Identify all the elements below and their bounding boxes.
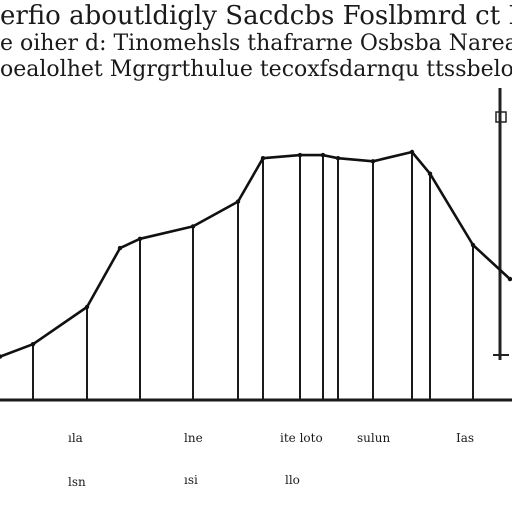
data-point — [117, 245, 123, 251]
data-point — [427, 171, 433, 176]
title-line-2: e oiher d: Tinomehsls thafrarne Osbsba N… — [0, 31, 512, 56]
x-tick-label: llo — [285, 473, 300, 487]
data-point — [409, 149, 415, 155]
x-tick-labels-row-1: ıla lne ite loto sulun Ias — [68, 431, 474, 445]
data-point — [190, 224, 196, 229]
x-tick-labels-row-2: lsn ısi llo — [68, 473, 300, 489]
x-tick-label: ısi — [184, 473, 198, 487]
x-tick-label: ite loto — [280, 431, 323, 445]
x-tick-label: lne — [184, 431, 203, 445]
data-point — [335, 156, 341, 161]
data-point — [320, 152, 326, 158]
data-point — [30, 342, 36, 347]
x-tick-label: lsn — [68, 475, 86, 489]
x-tick-label: sulun — [357, 431, 390, 445]
data-point — [84, 304, 90, 310]
data-point — [235, 199, 241, 204]
series-line — [0, 150, 511, 358]
right-post-decoration — [493, 88, 509, 360]
data-point — [0, 354, 3, 359]
data-point — [297, 152, 303, 158]
data-point — [507, 276, 512, 282]
data-point — [370, 159, 376, 164]
data-point — [260, 156, 266, 161]
data-point — [470, 242, 476, 248]
x-tick-label: ıla — [68, 431, 83, 445]
data-points — [0, 149, 512, 359]
x-tick-label: Ias — [456, 431, 474, 445]
title-line-1: erfio aboutldigly Sacdcbs Foslbmrd ct Fl… — [0, 1, 512, 31]
title-line-3: oealolhet Mgrgrthulue tecoxfsdarnqu ttss… — [0, 57, 512, 82]
drop-lines — [32, 152, 474, 400]
chart-title: erfio aboutldigly Sacdcbs Foslbmrd ct Fl… — [0, 1, 512, 82]
data-point — [137, 236, 143, 241]
